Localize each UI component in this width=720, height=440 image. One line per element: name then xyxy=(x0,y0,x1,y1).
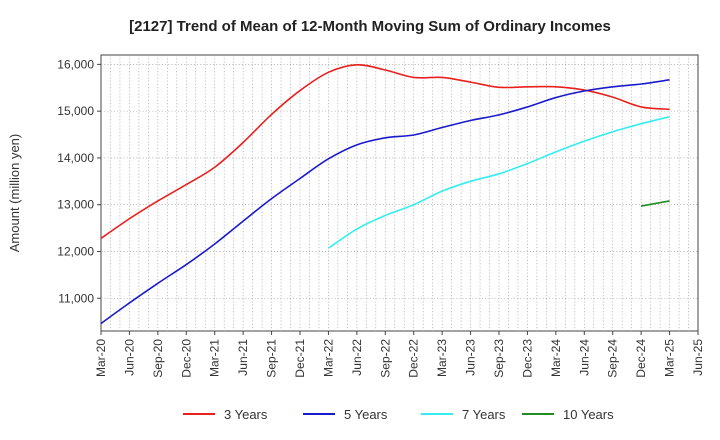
y-tick-label: 16,000 xyxy=(57,57,94,71)
x-tick-label: Dec-23 xyxy=(520,339,534,378)
series-line-7-years xyxy=(327,115,670,249)
x-tick-label: Mar-24 xyxy=(549,339,563,377)
y-tick-label: 14,000 xyxy=(57,151,94,165)
legend-label: 3 Years xyxy=(224,407,268,422)
x-tick-label: Jun-21 xyxy=(236,339,250,376)
y-tick-label: 13,000 xyxy=(57,198,94,212)
x-tick-label: Jun-25 xyxy=(691,339,705,376)
x-tick-label: Dec-24 xyxy=(634,339,648,378)
x-tick-label: Dec-22 xyxy=(407,339,421,378)
x-tick-label: Mar-20 xyxy=(94,339,108,377)
legend-label: 10 Years xyxy=(563,407,614,422)
series-line-5-years xyxy=(100,78,670,325)
x-tick-label: Jun-23 xyxy=(464,339,478,376)
y-tick-label: 15,000 xyxy=(57,104,94,118)
x-tick-label: Sep-23 xyxy=(492,339,506,378)
legend-item-3-years: 3 Years xyxy=(183,407,268,422)
plot-area xyxy=(100,54,699,332)
x-tick-label: Jun-20 xyxy=(122,339,136,376)
series-line-10-years xyxy=(641,200,670,207)
legend-item-10-years: 10 Years xyxy=(522,407,614,422)
y-axis-label: Amount (million yen) xyxy=(7,134,22,253)
x-tick-label: Sep-24 xyxy=(606,339,620,378)
x-tick-label: Jun-24 xyxy=(577,339,591,376)
legend: 3 Years 5 Years 7 Years 10 Years xyxy=(183,407,614,422)
y-tick-label: 12,000 xyxy=(57,244,94,258)
x-tick-label: Sep-20 xyxy=(151,339,165,378)
x-tick-label: Mar-22 xyxy=(321,339,335,377)
x-tick-label: Sep-21 xyxy=(265,339,279,378)
x-tick-label: Mar-23 xyxy=(435,339,449,377)
x-tick-label: Mar-25 xyxy=(663,339,677,377)
x-tick-label: Jun-22 xyxy=(350,339,364,376)
y-tick-label: 11,000 xyxy=(58,291,94,305)
x-axis-ticks: Mar-20 Jun-20 Sep-20 Dec-20 Mar-21 Jun-21 Sep-… xyxy=(94,331,705,378)
x-tick-label: Dec-21 xyxy=(293,339,307,378)
series-line-3-years xyxy=(100,64,670,240)
x-tick-label: Dec-20 xyxy=(179,339,193,378)
x-tick-label: Sep-22 xyxy=(378,339,392,378)
series-group xyxy=(100,64,670,325)
legend-item-5-years: 5 Years xyxy=(303,407,388,422)
y-axis-ticks: 11,000 12,000 13,000 14,000 15,000 16,000 xyxy=(57,57,101,305)
grid xyxy=(101,55,698,331)
legend-label: 5 Years xyxy=(344,407,388,422)
x-tick-label: Mar-21 xyxy=(208,339,222,377)
legend-label: 7 Years xyxy=(462,407,506,422)
chart-title: [2127] Trend of Mean of 12-Month Moving … xyxy=(129,18,611,35)
legend-item-7-years: 7 Years xyxy=(421,407,506,422)
